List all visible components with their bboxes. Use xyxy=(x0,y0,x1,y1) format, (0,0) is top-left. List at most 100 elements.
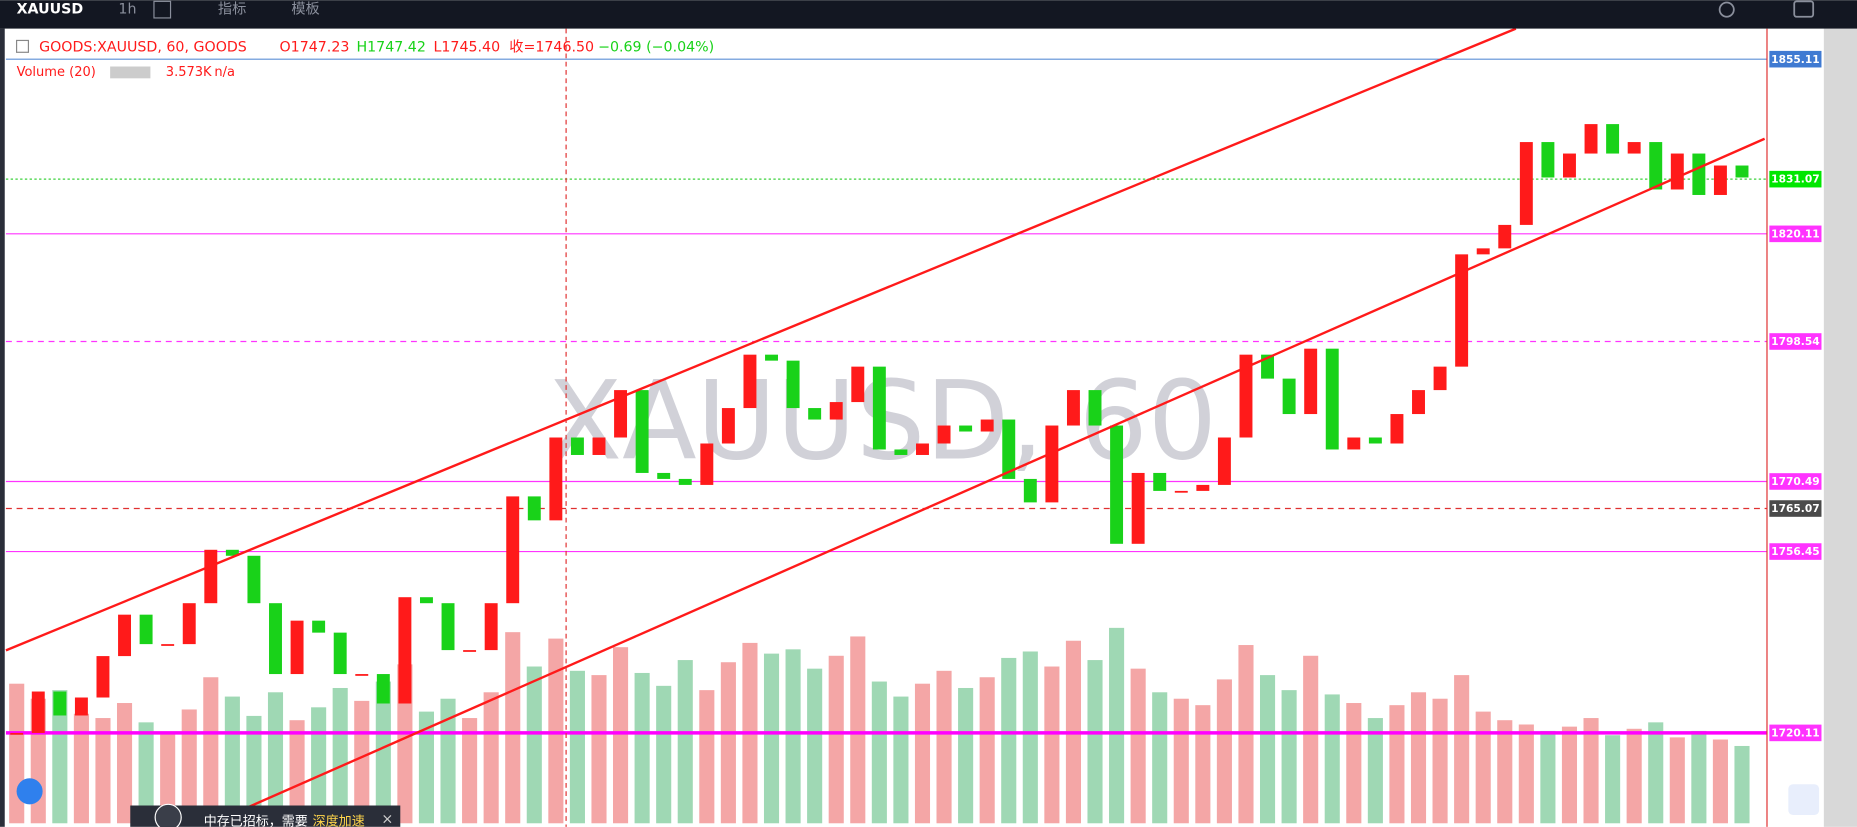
volume-bar xyxy=(1044,666,1060,824)
edit-button[interactable] xyxy=(1788,784,1820,815)
volume-bar xyxy=(1324,694,1340,824)
volume-bar xyxy=(397,664,413,824)
candle-body xyxy=(1455,254,1469,367)
price-label-box xyxy=(1769,473,1822,490)
close-value: 收=1746.50 xyxy=(509,39,594,56)
templates-button[interactable]: 模板 xyxy=(291,1,319,18)
volume-bar xyxy=(591,675,607,824)
volume-bar xyxy=(1475,711,1491,824)
volume-bar xyxy=(1540,730,1556,824)
price-label-box xyxy=(1769,543,1822,560)
price-label: 1756.45 xyxy=(1771,545,1819,558)
volume-bar xyxy=(1497,720,1513,824)
candle-body xyxy=(182,603,196,645)
candle-body xyxy=(118,614,132,657)
volume-name[interactable]: Volume (20) xyxy=(17,65,96,80)
candle-body xyxy=(1110,425,1124,544)
candle-body xyxy=(614,390,628,438)
volume-bar xyxy=(1087,660,1103,824)
candle-body xyxy=(204,549,218,604)
candle-body xyxy=(959,425,973,432)
volume-controls[interactable] xyxy=(110,66,151,79)
candle-body xyxy=(1239,354,1253,438)
volume-bar xyxy=(828,655,844,824)
volume-bar xyxy=(1583,718,1599,824)
volume-bar xyxy=(95,718,111,824)
candle-body xyxy=(1002,419,1016,479)
volume-bar xyxy=(1691,730,1707,824)
chart-type-icon[interactable] xyxy=(153,0,172,19)
collapse-icon[interactable] xyxy=(15,39,30,53)
volume-bar xyxy=(1605,735,1621,824)
candle-body xyxy=(980,419,994,432)
popup-text: 中存已招标，需要 xyxy=(204,815,308,827)
candle-body xyxy=(657,472,671,479)
indicators-button[interactable]: 指标 xyxy=(218,1,246,18)
volume-bar xyxy=(1734,745,1750,824)
candle-body xyxy=(1088,390,1102,426)
candle-body xyxy=(1153,472,1167,491)
volume-bar xyxy=(1109,627,1125,824)
volume-bar xyxy=(1389,705,1405,824)
price-label: 1765.07 xyxy=(1771,502,1819,515)
volume-bar xyxy=(548,638,564,824)
popup-close[interactable]: × xyxy=(381,812,393,827)
price-axis: 1855.11 1831.07 1820.11 1798.54 1770.49 1765.… xyxy=(1769,50,1822,742)
candle-body xyxy=(678,478,692,485)
popup-link[interactable]: 深度加速 xyxy=(313,814,365,827)
interval[interactable]: 1h xyxy=(118,2,136,18)
left-border xyxy=(0,28,5,827)
candle-body xyxy=(1217,437,1231,485)
candle-body xyxy=(721,408,735,444)
candle-body xyxy=(463,650,477,652)
toolbar xyxy=(0,0,1857,29)
candle-body xyxy=(1368,437,1382,444)
volume-bar xyxy=(1432,698,1448,824)
series-name[interactable]: GOODS:XAUUSD, 60, GOODS xyxy=(39,40,247,56)
volume-bar xyxy=(526,666,542,824)
price-label: 1855.11 xyxy=(1771,53,1819,66)
logo-button[interactable] xyxy=(16,778,43,805)
symbol[interactable]: XAUUSD xyxy=(17,2,84,18)
volume-bar xyxy=(9,683,25,824)
volume-bar xyxy=(1346,703,1362,824)
volume-bar xyxy=(1648,722,1664,824)
volume-bar xyxy=(1367,718,1383,824)
volume-bar xyxy=(1561,726,1578,824)
candle-body xyxy=(247,555,261,604)
volume-ma: n/a xyxy=(214,65,235,80)
volume-bar xyxy=(440,698,456,824)
candle-body xyxy=(937,425,951,444)
candle-body xyxy=(1498,224,1512,249)
volume-bar xyxy=(893,696,909,824)
volume-bar xyxy=(52,690,68,824)
volume-bar xyxy=(1454,675,1470,824)
settings-icon[interactable] xyxy=(1718,1,1735,18)
camera-icon[interactable] xyxy=(1793,0,1815,18)
channel-lower xyxy=(224,137,1766,819)
price-label: 1770.49 xyxy=(1771,475,1819,488)
candle-body xyxy=(1713,165,1727,195)
candle-body xyxy=(1390,414,1404,444)
volume-bar xyxy=(914,683,931,824)
candle-body xyxy=(506,496,520,604)
volume-bar xyxy=(138,722,154,824)
candle-body xyxy=(786,360,800,409)
price-label-box xyxy=(1769,50,1822,68)
volume-bar xyxy=(1281,690,1297,824)
volume-bar xyxy=(1022,651,1038,824)
volume-bar xyxy=(73,713,89,824)
price-label-box xyxy=(1769,724,1822,742)
candle-body xyxy=(312,620,326,633)
candle-body xyxy=(161,644,175,646)
volume-bar xyxy=(311,707,327,824)
price-label-box xyxy=(1769,225,1822,243)
volume-bar xyxy=(1518,724,1534,824)
candle-body xyxy=(1196,484,1210,491)
candle-body xyxy=(1304,348,1318,415)
volume-bar xyxy=(677,660,693,824)
popup-icon xyxy=(154,803,182,827)
price-label: 1831.07 xyxy=(1771,173,1819,186)
candle-body xyxy=(1606,124,1620,154)
candle-body xyxy=(225,549,239,556)
